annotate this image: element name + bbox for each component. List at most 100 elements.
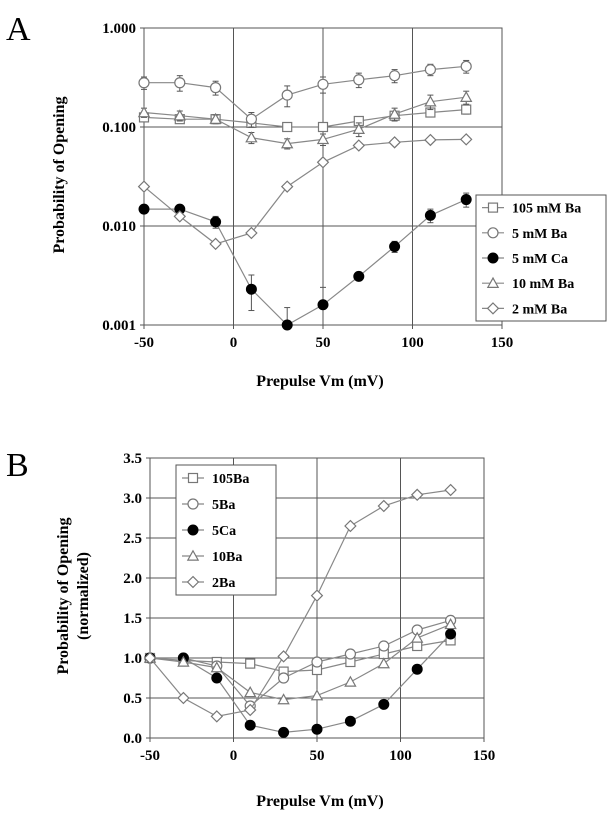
series-2ba-point <box>143 651 157 665</box>
series-10ba-point <box>277 693 290 705</box>
legend-105ba-label: 105Ba <box>212 472 249 487</box>
series-5ca <box>144 628 457 738</box>
legend-2-mm-ba-label: 2 mM Ba <box>512 302 567 317</box>
series-2-mm-ba <box>137 133 473 251</box>
series-2-mm-ba-point <box>173 210 187 223</box>
legend-10ba-marker <box>186 549 200 561</box>
series-2ba-point <box>377 499 391 513</box>
series-5-mm-ba <box>138 59 472 128</box>
series-105ba-point <box>245 658 256 669</box>
series-5-mm-ba-point <box>245 113 257 125</box>
panel-a-label: A <box>6 11 31 48</box>
series-105-mm-ba-point <box>317 121 329 133</box>
panel-a-legend: 105 mM Ba 5 mM Ba 5 mM Ca 10 mM Ba 2 mM Ba <box>475 194 607 322</box>
legend-5-mm-ba-label: 5 mM Ba <box>512 227 567 242</box>
panel-b-ytick-label: 3.5 <box>123 451 142 467</box>
legend-5-mm-ba-marker <box>487 227 499 239</box>
series-2-mm-ba-point <box>459 133 473 146</box>
series-5-mm-ca-point <box>210 216 222 228</box>
series-10ba-point <box>177 655 190 667</box>
series-2ba-point <box>243 703 257 717</box>
series-2-mm-ba-point <box>137 180 151 193</box>
panel-a-ytick-label: 0.100 <box>102 120 136 136</box>
panel-b-ytick-label: 1.5 <box>123 611 142 627</box>
panel-b-xtick-label: 0 <box>230 748 238 764</box>
series-105-mm-ba-point <box>461 104 472 115</box>
series-2ba-point <box>210 710 224 723</box>
panel-b-ytick-label: 0.5 <box>123 691 142 707</box>
series-10-mm-ba-point <box>245 131 258 143</box>
series-10-mm-ba-point <box>137 106 151 118</box>
series-5ba-line <box>150 619 451 707</box>
series-10ba-point <box>411 631 424 643</box>
series-2-mm-ba-point <box>388 136 401 149</box>
series-5-mm-ba-point <box>353 74 365 86</box>
series-5-mm-ca-point <box>389 241 401 253</box>
series-5ca-line <box>150 633 452 734</box>
series-10-mm-ba-point <box>173 109 186 121</box>
series-5-mm-ca-point <box>281 319 293 331</box>
panel-b-label: B <box>6 447 29 484</box>
series-5ba-point <box>311 656 323 668</box>
panel-b-ytick-label: 0.0 <box>123 731 142 747</box>
legend-2ba-label: 2Ba <box>212 576 235 591</box>
series-10-mm-ba-point <box>388 107 401 119</box>
series-10ba-point <box>377 657 390 669</box>
series-10ba-point <box>210 661 223 673</box>
series-5ca-point <box>244 719 256 731</box>
series-5ba-point <box>344 648 356 660</box>
panel-a-ytick-label: 0.001 <box>102 318 136 334</box>
series-2ba-point <box>444 483 457 497</box>
panel-b-ytick-label: 2.0 <box>123 571 142 587</box>
series-10-mm-ba-point <box>424 95 437 107</box>
series-2ba-point <box>277 650 290 663</box>
panel-a-ylabel: Probability of Opening <box>51 96 68 253</box>
panel-a-xtick-label: 50 <box>316 335 331 351</box>
legend-5ba-label: 5Ba <box>212 498 235 513</box>
panel-b-ylabel-line2: (normalized) <box>75 552 92 640</box>
series-2ba-line <box>149 489 451 718</box>
series-5ca-point <box>278 726 290 738</box>
legend-5ba-marker <box>187 498 199 510</box>
series-5-mm-ba-point <box>424 64 436 76</box>
series-2ba <box>143 483 457 723</box>
legend-10-mm-ba-label: 10 mM Ba <box>512 277 574 292</box>
series-5ca-point <box>344 715 356 727</box>
series-5ca-point <box>445 628 457 640</box>
series-5-mm-ba-point <box>210 82 222 94</box>
panel-b-xtick-label: 100 <box>389 748 412 764</box>
series-5-mm-ca <box>138 192 472 331</box>
legend-5-mm-ca-label: 5 mM Ca <box>512 252 568 267</box>
series-2-mm-ba-point <box>209 237 222 251</box>
series-10ba-point <box>444 617 457 630</box>
series-105-mm-ba <box>138 104 472 133</box>
legend-2ba-marker <box>186 575 200 589</box>
panel-b-xtick-label: 150 <box>473 748 496 764</box>
series-5-mm-ba-point <box>138 77 150 89</box>
panel-a-ytick-label: 0.010 <box>102 219 136 235</box>
series-10ba-line <box>149 623 451 701</box>
panel-a-xlabel: Prepulse Vm (mV) <box>256 373 383 390</box>
series-10-mm-ba-point <box>460 90 473 102</box>
series-5-mm-ca-point <box>460 194 472 206</box>
series-5-mm-ca-point <box>245 283 257 295</box>
legend-10ba-label: 10Ba <box>212 550 242 565</box>
series-5-mm-ba-point <box>281 89 293 101</box>
series-10-mm-ba-point <box>352 122 365 134</box>
series-5-mm-ba-point <box>317 78 329 90</box>
series-2-mm-ba-point <box>352 139 366 152</box>
panel-b-ytick-label: 3.0 <box>123 491 142 507</box>
series-105-mm-ba-line <box>143 109 467 128</box>
panel-b-legend: 105Ba 5Ba 5Ca 10Ba 2Ba <box>175 464 277 596</box>
series-10ba <box>143 617 457 705</box>
legend-105ba-marker <box>187 472 199 484</box>
legend-10-mm-ba-marker <box>486 276 500 288</box>
series-5-mm-ba-point <box>174 77 186 89</box>
panel-a-ytick-label: 1.000 <box>102 21 136 37</box>
series-10-mm-ba-point <box>281 137 294 149</box>
series-5-mm-ba-point <box>460 60 472 72</box>
series-5ca-point <box>211 672 223 684</box>
panel-a-xtick-label: 150 <box>491 335 514 351</box>
legend-5ca-label: 5Ca <box>212 524 236 539</box>
